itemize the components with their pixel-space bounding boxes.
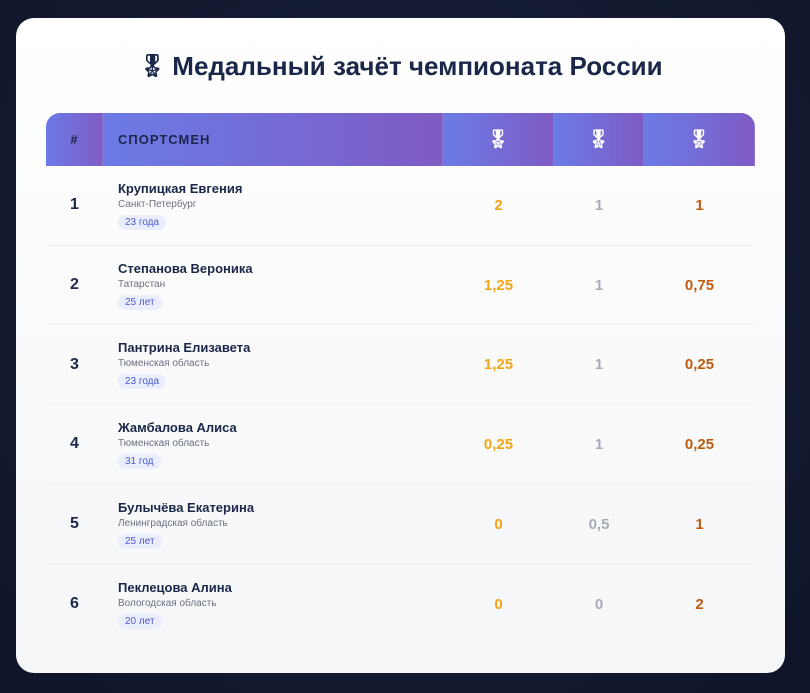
athlete-region: Татарстан <box>118 278 166 290</box>
bronze-medal-icon: 🎖 <box>687 129 712 149</box>
page-title-text: Медальный зачёт чемпионата России <box>172 50 663 81</box>
silver-cell: 1 <box>594 276 604 294</box>
rank-cell: 2 <box>70 276 79 294</box>
bronze-cell: 0,25 <box>684 435 715 453</box>
bronze-cell: 0,25 <box>684 356 715 374</box>
table-row[interactable]: 1 Крупицкая Евгения Санкт-Петербург 23 г… <box>46 166 755 246</box>
age-badge: 25 лет <box>118 533 162 549</box>
rank-cell: 1 <box>70 196 79 214</box>
age-badge: 23 года <box>118 374 167 390</box>
header-bronze[interactable]: 🎖 <box>644 113 755 166</box>
athlete-region: Ленинградская область <box>118 517 228 529</box>
age-badge: 31 год <box>118 453 161 469</box>
header-rank[interactable]: # <box>46 113 103 166</box>
athlete-region: Тюменская область <box>118 437 210 449</box>
gold-cell: 0 <box>494 515 503 533</box>
rank-cell: 6 <box>70 595 79 613</box>
athlete-cell: Пантрина Елизавета Тюменская область 23 … <box>103 340 443 390</box>
age-badge: 20 лет <box>118 613 162 629</box>
bronze-cell: 0,75 <box>684 276 715 294</box>
header-gold[interactable]: 🎖 <box>443 113 554 166</box>
table-row[interactable]: 6 Пеклецова Алина Вологодская область 20… <box>46 564 755 644</box>
silver-cell: 1 <box>594 356 604 374</box>
athlete-name: Пеклецова Алина <box>118 579 232 595</box>
header-silver[interactable]: 🎖 <box>554 113 644 166</box>
bronze-cell: 1 <box>695 196 704 214</box>
athlete-name: Пантрина Елизавета <box>118 340 251 356</box>
bronze-cell: 1 <box>695 515 704 533</box>
athlete-region: Вологодская область <box>118 597 217 609</box>
athlete-region: Санкт-Петербург <box>118 198 197 210</box>
silver-cell: 1 <box>594 196 604 214</box>
gold-medal-icon: 🎖 <box>486 129 511 149</box>
athlete-cell: Пеклецова Алина Вологодская область 20 л… <box>103 580 443 629</box>
table-header: # СПОРТСМЕН 🎖 🎖 🎖 <box>46 113 755 166</box>
silver-cell: 0,5 <box>588 515 610 533</box>
medal-table: # СПОРТСМЕН 🎖 🎖 🎖 1 Крупицкая Евгения Са… <box>46 113 755 644</box>
gold-cell: 0,25 <box>483 435 514 453</box>
medal-table-card: 🎖 Медальный зачёт чемпионата России # СП… <box>16 18 785 673</box>
medal-icon: 🎖 <box>138 53 167 78</box>
gold-cell: 0 <box>494 595 503 613</box>
page-title: 🎖 Медальный зачёт чемпионата России <box>16 48 785 84</box>
athlete-cell: Степанова Вероника Татарстан 25 лет <box>103 261 443 310</box>
bronze-cell: 2 <box>695 595 704 613</box>
table-body: 1 Крупицкая Евгения Санкт-Петербург 23 г… <box>46 166 755 644</box>
athlete-name: Жамбалова Алиса <box>118 419 237 435</box>
gold-cell: 1,25 <box>483 276 514 294</box>
table-row[interactable]: 3 Пантрина Елизавета Тюменская область 2… <box>46 325 755 406</box>
rank-cell: 5 <box>70 515 79 533</box>
athlete-name: Булычёва Екатерина <box>118 499 255 515</box>
table-row[interactable]: 2 Степанова Вероника Татарстан 25 лет 1,… <box>46 246 755 326</box>
athlete-name: Крупицкая Евгения <box>118 180 243 196</box>
header-athlete[interactable]: СПОРТСМЕН <box>103 113 443 166</box>
silver-cell: 1 <box>594 435 604 453</box>
athlete-cell: Булычёва Екатерина Ленинградская область… <box>103 500 443 549</box>
gold-cell: 1,25 <box>483 356 514 374</box>
athlete-cell: Жамбалова Алиса Тюменская область 31 год <box>103 420 443 469</box>
athlete-name: Степанова Вероника <box>118 260 253 276</box>
table-row[interactable]: 4 Жамбалова Алиса Тюменская область 31 г… <box>46 405 755 485</box>
table-row[interactable]: 5 Булычёва Екатерина Ленинградская облас… <box>46 485 755 565</box>
rank-cell: 3 <box>70 355 79 373</box>
age-badge: 23 года <box>118 214 167 230</box>
silver-medal-icon: 🎖 <box>587 129 611 149</box>
silver-cell: 0 <box>594 595 604 613</box>
rank-cell: 4 <box>70 435 79 453</box>
athlete-region: Тюменская область <box>118 358 210 370</box>
athlete-cell: Крупицкая Евгения Санкт-Петербург 23 год… <box>103 181 443 230</box>
gold-cell: 2 <box>494 196 503 214</box>
age-badge: 25 лет <box>118 294 162 310</box>
